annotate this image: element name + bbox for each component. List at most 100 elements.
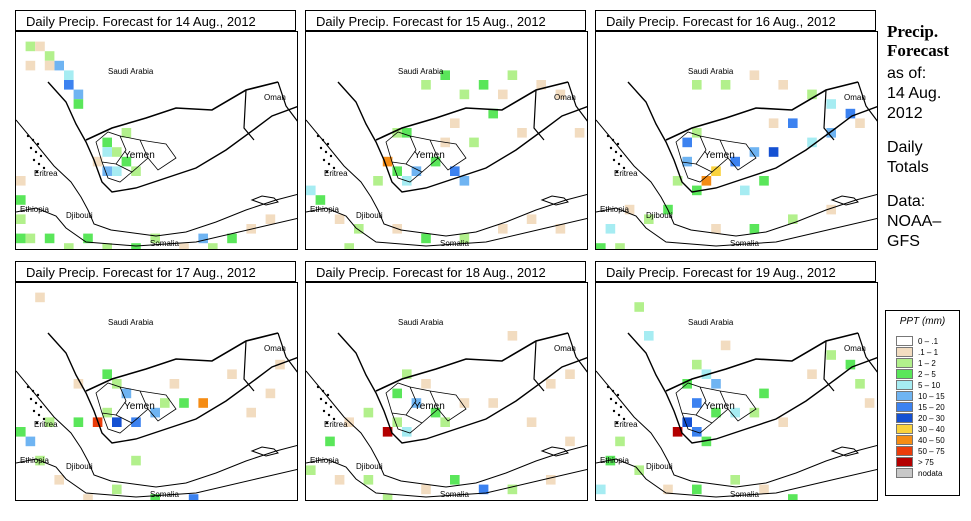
precip-cell [334,475,345,485]
precip-cell [692,359,702,370]
socotra [830,195,859,206]
legend-item: 0 – .1 [896,336,938,347]
island-dot [29,146,33,150]
map-label-djibouti: Djibouti [356,462,383,471]
precip-cell [382,156,393,167]
precip-cell [421,484,431,495]
precip-cell [44,51,55,61]
yemen-governorates [675,382,757,434]
precip-cell [392,417,402,427]
precip-cell [749,224,760,234]
horn-africa [16,458,297,498]
precip-cell [131,166,141,176]
socotra [540,446,569,457]
oman-border [533,81,587,141]
panel-title: Daily Precip. Forecast for 14 Aug., 2012 [15,10,296,31]
island-dot [42,417,46,421]
asof-label: as of: [887,65,927,82]
forecast-map: Saudi Arabia Oman Yemen Eritrea Ethiopia Djib… [15,282,298,501]
precip-cell [855,379,865,389]
map-label-somalia: Somalia [730,490,759,499]
precip-cell [121,156,132,167]
island-dot [614,401,618,405]
precip-cell [265,214,276,224]
island-dot [612,409,616,413]
legend-item: > 75 [896,457,934,468]
island-dot [37,162,41,166]
island-dot [319,397,323,401]
precip-cell [778,417,788,427]
precip-cell [788,118,798,128]
oman-border [243,81,297,141]
saudi-yemen-border [375,332,569,392]
island-dot [29,397,33,401]
precip-cell [112,484,122,495]
oman-border [823,81,877,141]
island-dot [322,158,326,162]
precip-cell [16,233,26,244]
region-map-svg: Saudi Arabia Oman Yemen Eritrea Ethiopia Djib… [306,67,587,249]
map-label-yemen: Yemen [414,150,445,161]
forecast-map: Saudi Arabia Oman Yemen Eritrea Ethiopia Djib… [595,282,878,501]
precip-cell [682,137,692,148]
precip-cell [565,369,575,379]
precip-cell [536,80,546,90]
precip-cell [845,108,856,119]
precip-cell [788,494,798,500]
precip-cell [624,204,635,215]
region-map-svg: Saudi Arabia Oman Yemen Eritrea Ethiopia Djib… [306,318,587,500]
legend-item: 50 – 75 [896,446,945,457]
precip-cell [711,166,721,176]
island-dot [622,417,626,421]
island-dot [321,138,325,142]
precip-cell [692,484,702,495]
coastline [596,119,877,237]
precip-cell [150,407,160,418]
precip-cell [711,379,721,389]
precip-cell [35,292,45,303]
precip-cell [759,484,769,495]
map-label-djibouti: Djibouti [646,211,673,220]
precip-cell [421,80,431,90]
precip-cell [121,388,132,399]
precip-cell [44,60,55,71]
precip-cell [306,185,316,196]
map-label-oman: Oman [844,93,866,102]
asof-date: 14 Aug. [887,85,942,102]
island-dot [615,170,619,174]
precip-cell [778,80,788,90]
precip-cell [83,494,93,500]
socotra [830,446,859,457]
precip-cell [112,147,122,157]
precip-cell [478,484,489,495]
island-dot [325,421,329,425]
map-label-somalia: Somalia [150,239,179,248]
map-label-yemen: Yemen [704,150,735,161]
coastline [16,119,297,237]
precip-cell [112,417,122,427]
side-title-1: Precip. [887,22,939,41]
island-dot [615,421,619,425]
panel-title: Daily Precip. Forecast for 19 Aug., 2012 [595,261,876,282]
precip-cell [131,243,141,249]
precip-cell [720,340,731,351]
precip-cell [459,398,470,408]
daily-label: Daily [887,139,923,156]
map-label-somalia: Somalia [150,490,179,499]
legend-item: .1 – 1 [896,347,938,358]
precip-cell [855,118,865,128]
island-dot [327,162,331,166]
yemen-governorates [385,382,467,434]
precip-cell [450,118,460,128]
precip-cell [44,417,55,427]
precip-cell [807,137,817,148]
precip-cell [150,494,160,500]
legend-item: 2 – 5 [896,369,936,380]
precip-cell [546,379,556,389]
panel-title: Daily Precip. Forecast for 17 Aug., 2012 [15,261,296,282]
precip-cell [526,417,537,427]
map-label-djibouti: Djibouti [356,211,383,220]
precip-cell [826,99,836,109]
island-dot [324,150,328,154]
precip-cell [73,417,84,427]
